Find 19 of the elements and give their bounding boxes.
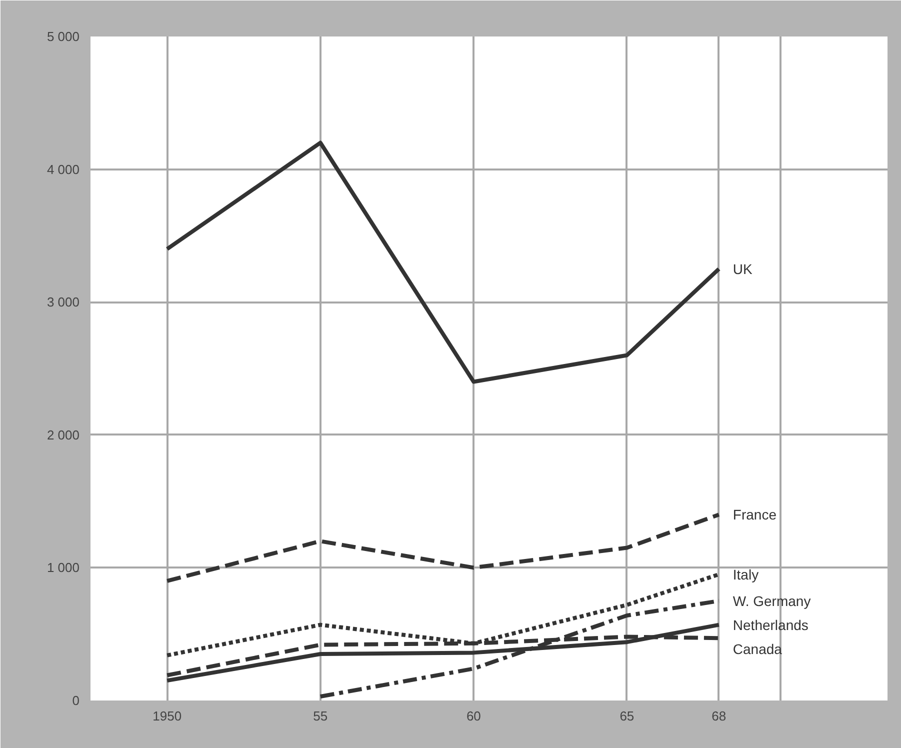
line-series xyxy=(165,512,721,583)
y-tick-label: 0 xyxy=(72,693,80,708)
y-tick-label: 2 000 xyxy=(46,427,80,442)
series-label: UK xyxy=(732,260,754,277)
series-label: Canada xyxy=(732,640,782,657)
x-tick-label: 65 xyxy=(620,708,634,724)
x-tick-label: 1950 xyxy=(152,708,182,724)
series-label: Italy xyxy=(732,566,759,582)
series-label: France xyxy=(732,506,777,523)
line-series xyxy=(165,140,721,384)
y-tick-label: 4 000 xyxy=(46,162,80,177)
x-tick-label: 68 xyxy=(712,708,726,724)
y-tick-label: 5 000 xyxy=(46,29,80,44)
x-tick-label: 55 xyxy=(313,708,328,724)
y-tick-label: 3 000 xyxy=(46,294,80,310)
series-label: W. Germany xyxy=(732,592,811,609)
y-tick-label: 1 000 xyxy=(46,560,80,576)
x-tick-label: 60 xyxy=(466,708,481,724)
series-label: Netherlands xyxy=(732,616,808,633)
